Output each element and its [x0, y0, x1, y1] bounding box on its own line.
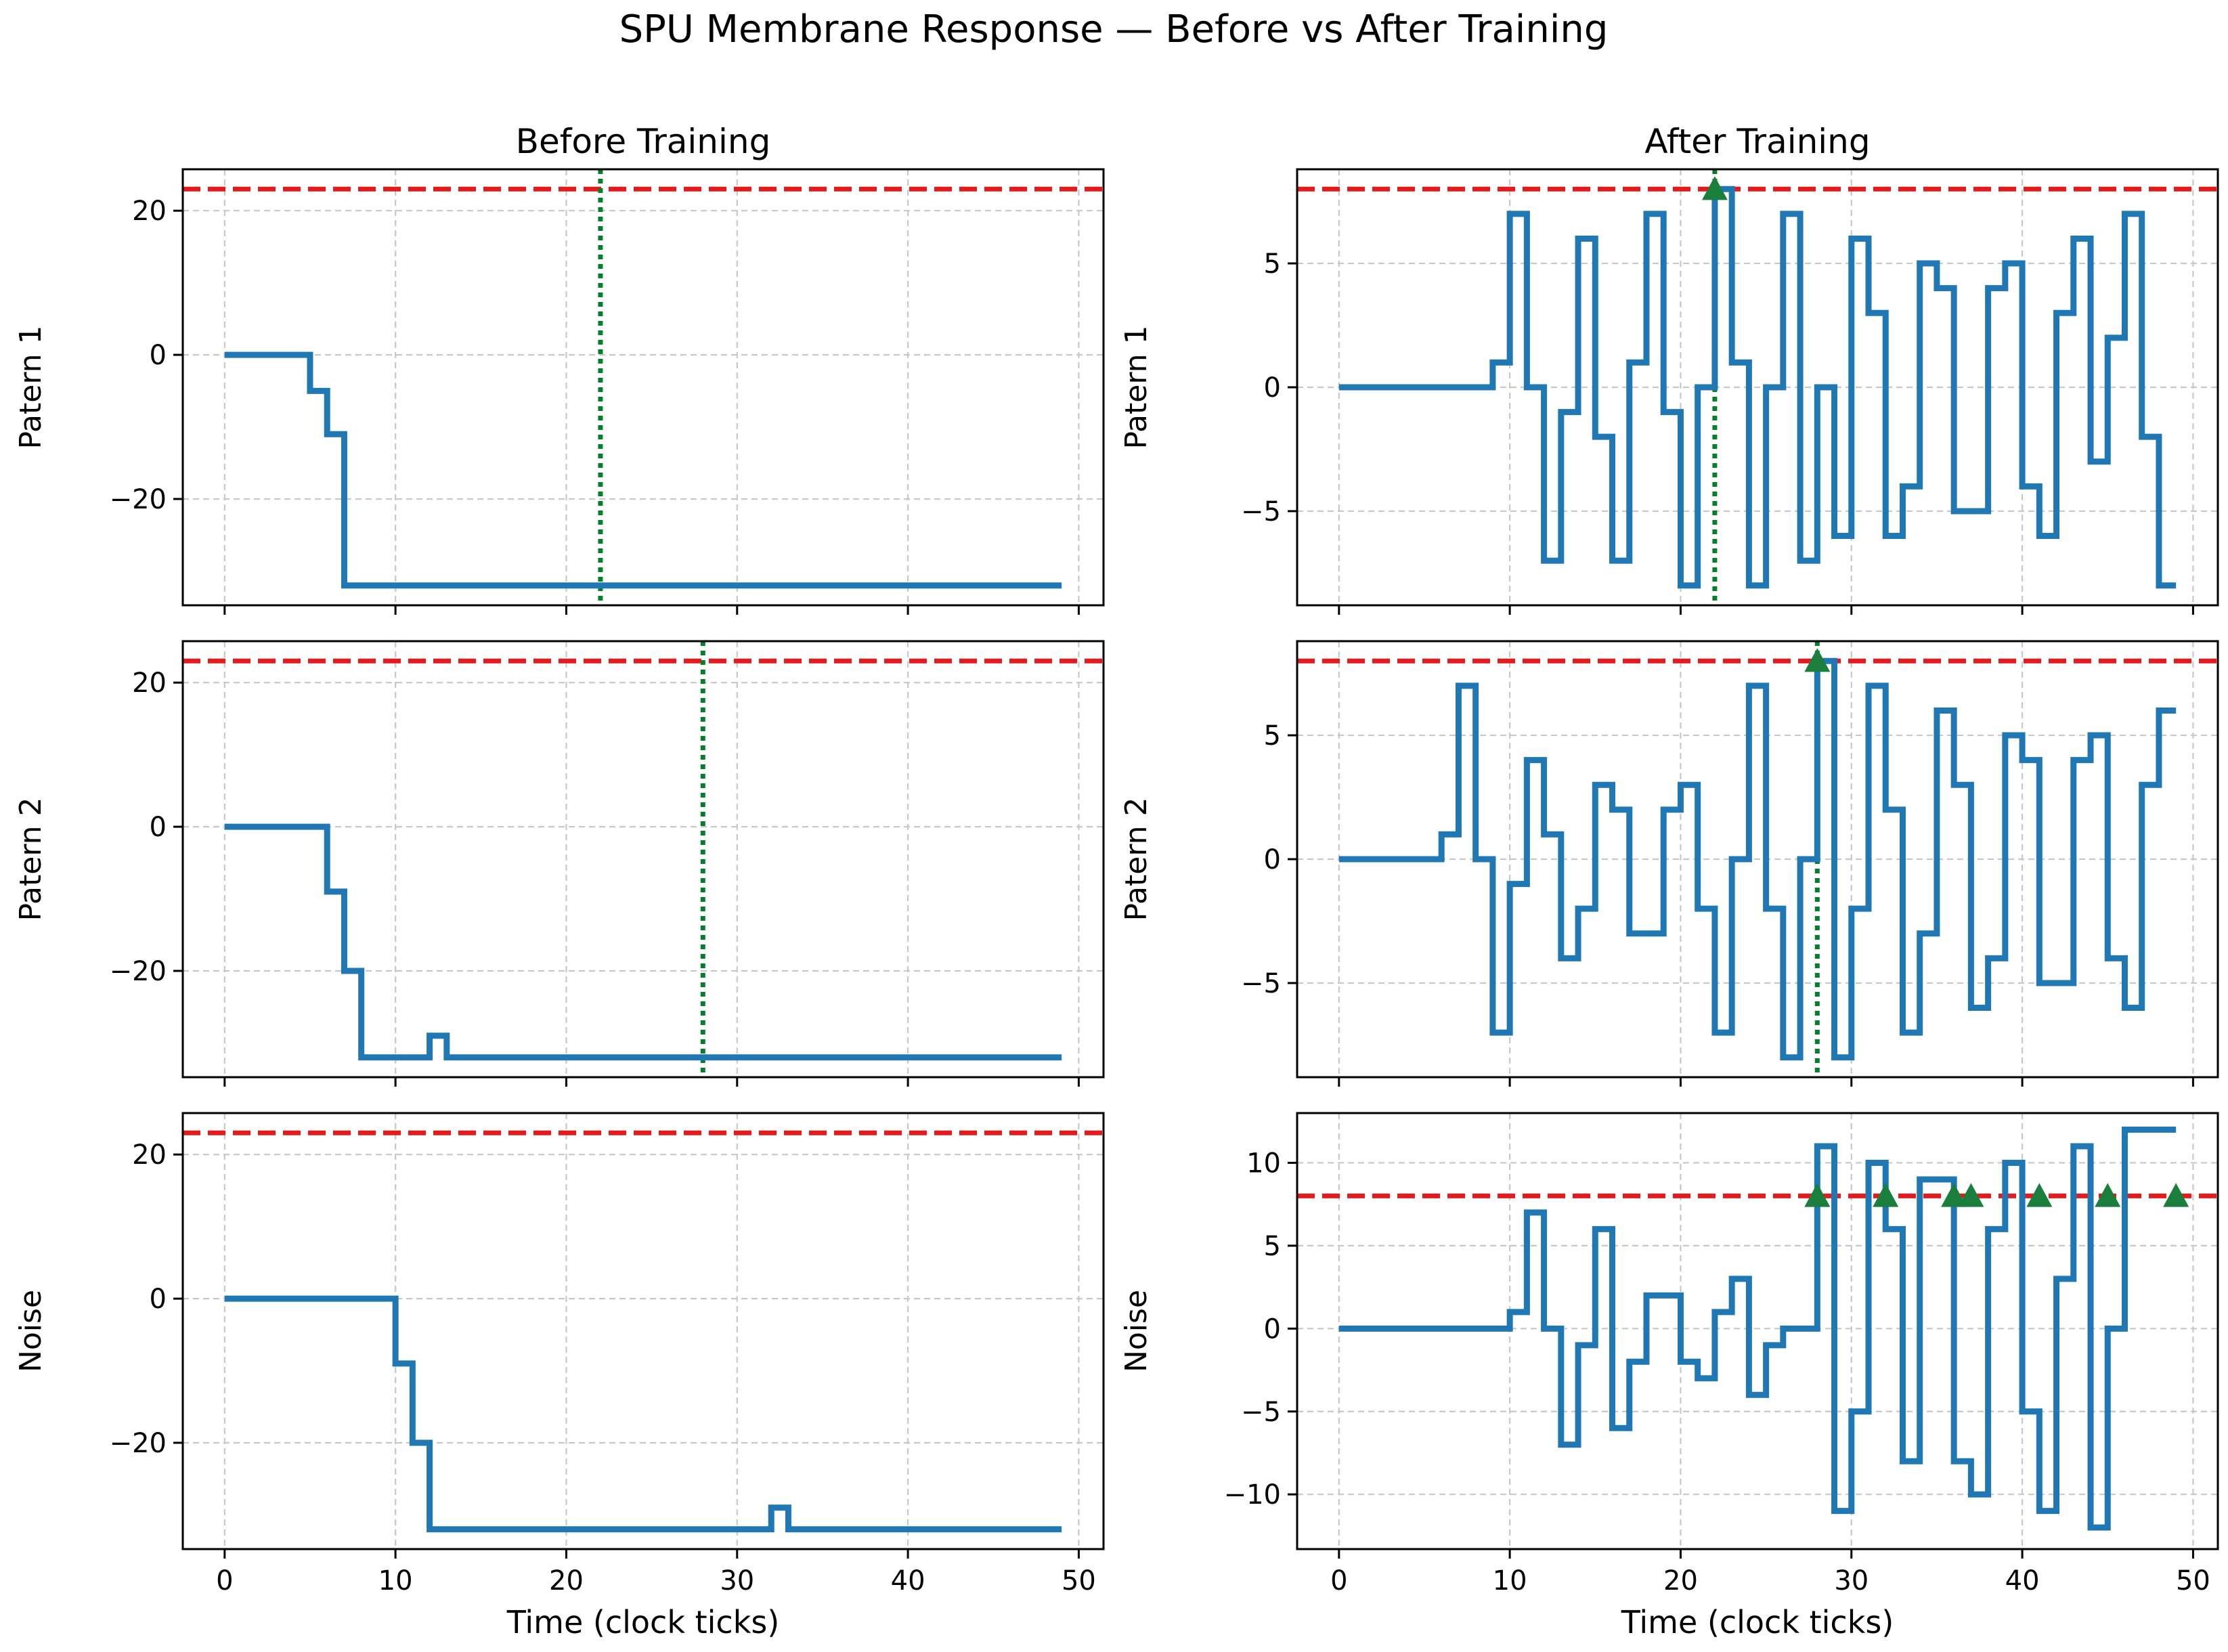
panel-after-2: −5 0 5 Patern 2 — [1119, 640, 2219, 1087]
y-axis-label: Patern 2 — [14, 797, 48, 921]
x-tick-label: 50 — [1062, 1565, 1096, 1596]
y-tick-label: 0 — [1264, 844, 1281, 875]
plot-area — [1297, 1126, 2218, 1531]
panel-title: Before Training — [516, 122, 771, 161]
spike-marker — [2095, 1183, 2121, 1207]
y-tick-label: 20 — [132, 668, 167, 699]
plot-area — [183, 169, 1104, 605]
x-tick-label: 40 — [2005, 1565, 2040, 1596]
membrane-trace — [224, 1295, 1062, 1533]
y-tick-label: −20 — [110, 1428, 167, 1459]
y-tick-label: 5 — [1264, 720, 1281, 752]
membrane-trace — [224, 823, 1062, 1061]
y-axis-label: Patern 2 — [1119, 797, 1154, 921]
y-tick-label: 0 — [150, 812, 167, 843]
spike-marker — [1873, 1183, 1899, 1207]
spike-marker — [1804, 648, 1831, 672]
membrane-trace — [1338, 1126, 2177, 1531]
panel-after-1: −5 0 5 Patern 1 After Training — [1119, 122, 2219, 615]
y-tick-label: −5 — [1241, 496, 1281, 527]
y-tick-label: −20 — [110, 484, 167, 515]
y-tick-label: 20 — [132, 196, 167, 227]
spike-marker — [1701, 176, 1728, 200]
plot-area — [183, 641, 1104, 1077]
x-tick-label: 30 — [1834, 1565, 1869, 1596]
y-tick-label: 0 — [150, 1284, 167, 1315]
spike-marker — [1804, 1183, 1831, 1207]
spike-marker — [1941, 1183, 1967, 1207]
y-tick-label: −20 — [110, 956, 167, 987]
membrane-trace — [1338, 657, 2177, 1061]
y-tick-label: −5 — [1241, 968, 1281, 999]
plot-area — [183, 1130, 1104, 1533]
spike-marker — [2163, 1183, 2189, 1207]
y-tick-label: −10 — [1224, 1479, 1281, 1510]
panel-title: After Training — [1644, 122, 1870, 161]
y-axis-label: Patern 1 — [14, 325, 48, 449]
y-tick-label: 20 — [132, 1139, 167, 1171]
x-tick-label: 50 — [2176, 1565, 2210, 1596]
y-axis-label: Noise — [1119, 1290, 1154, 1372]
panel-before-2: −20 0 20 Patern 2 — [14, 640, 1105, 1087]
figure-title: SPU Membrane Response — Before vs After … — [619, 7, 1609, 51]
panel-before-1: −20 0 20 Patern 1 Before Training — [14, 122, 1105, 615]
axes-frame — [181, 640, 1105, 1079]
x-tick-label: 30 — [720, 1565, 754, 1596]
y-axis-label: Patern 1 — [1119, 325, 1154, 449]
y-tick-label: 5 — [1264, 1231, 1281, 1262]
y-tick-label: 0 — [1264, 372, 1281, 404]
plot-area — [1297, 169, 2218, 605]
spike-marker — [1958, 1183, 1984, 1207]
membrane-trace — [224, 351, 1062, 589]
y-axis-label: Noise — [14, 1290, 48, 1372]
y-tick-label: 5 — [1264, 248, 1281, 280]
x-tick-label: 40 — [891, 1565, 925, 1596]
plot-area — [1297, 641, 2218, 1077]
x-tick-label: 0 — [1330, 1565, 1347, 1596]
panels: −20 0 20 Patern 1 Before Training −5 0 5 Patern … — [14, 122, 2219, 1640]
panel-after-3: 0 10 20 30 40 50 −10 −5 0 5 10 Noise Time (clock tic… — [1119, 1112, 2219, 1640]
x-tick-label: 10 — [1493, 1565, 1527, 1596]
x-axis-label: Time (clock ticks) — [506, 1604, 780, 1640]
membrane-trace — [1338, 186, 2177, 589]
x-axis-label: Time (clock ticks) — [1621, 1604, 1894, 1640]
x-tick-label: 20 — [549, 1565, 584, 1596]
x-tick-label: 20 — [1663, 1565, 1698, 1596]
axes-frame — [1296, 1112, 2219, 1550]
x-tick-label: 0 — [216, 1565, 233, 1596]
spike-marker — [2026, 1183, 2053, 1207]
y-tick-label: 0 — [150, 340, 167, 371]
y-tick-label: 0 — [1264, 1313, 1281, 1345]
axes-frame — [181, 168, 1105, 607]
x-tick-label: 10 — [378, 1565, 413, 1596]
axes-frame — [181, 1112, 1105, 1550]
panel-before-3: 0 10 20 30 40 50 −20 0 20 Noise Time (clock ticks) — [14, 1112, 1105, 1640]
y-tick-label: −5 — [1241, 1397, 1281, 1428]
y-tick-label: 10 — [1246, 1148, 1281, 1179]
